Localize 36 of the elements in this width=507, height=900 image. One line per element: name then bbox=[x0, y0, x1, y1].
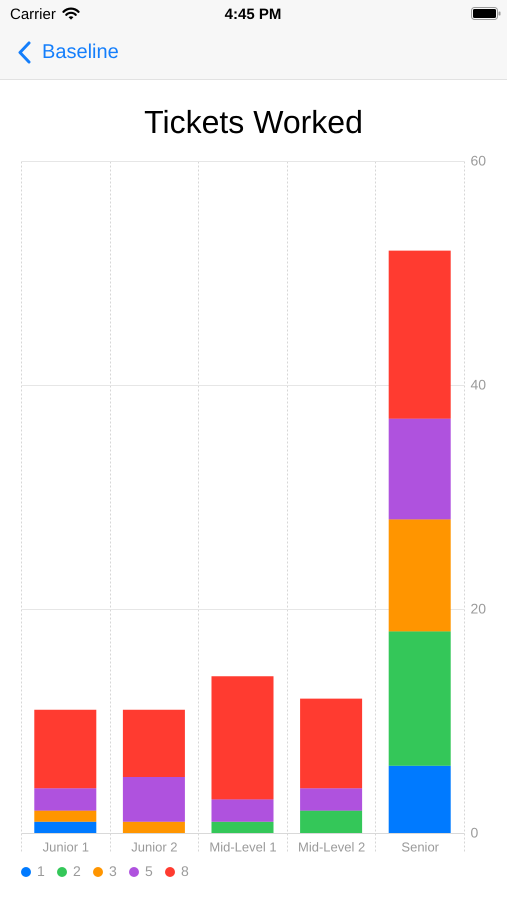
legend-label: 1 bbox=[37, 863, 45, 879]
bar bbox=[300, 788, 362, 811]
text: Baseline bbox=[42, 41, 119, 63]
bar bbox=[34, 810, 96, 822]
bar bbox=[388, 418, 451, 520]
text: Carrier bbox=[10, 6, 56, 23]
bar bbox=[34, 788, 96, 811]
bar bbox=[122, 777, 185, 822]
bar bbox=[211, 799, 274, 822]
bar bbox=[300, 810, 362, 833]
bar bbox=[34, 822, 96, 833]
legend-label: 3 bbox=[109, 863, 117, 879]
bar bbox=[300, 698, 362, 788]
y-tick-label: 0 bbox=[470, 824, 478, 840]
x-tick-label: Junior 1 bbox=[42, 840, 89, 854]
bar bbox=[388, 250, 451, 419]
bar bbox=[122, 822, 185, 833]
bar bbox=[388, 519, 451, 632]
legend-label: 2 bbox=[73, 863, 81, 879]
bar bbox=[211, 676, 274, 800]
legend-label: 5 bbox=[145, 863, 153, 879]
x-tick-label: Senior bbox=[401, 840, 440, 854]
bar bbox=[122, 710, 185, 777]
x-tick-label: Junior 2 bbox=[131, 840, 178, 854]
text: 4:45 PM bbox=[224, 6, 282, 23]
bar bbox=[388, 766, 451, 833]
legend-label: 8 bbox=[181, 863, 189, 879]
bar bbox=[211, 822, 274, 833]
x-tick-label: Mid-Level 2 bbox=[298, 840, 366, 854]
bar bbox=[34, 710, 96, 788]
y-tick-label: 40 bbox=[470, 376, 486, 392]
y-tick-label: 60 bbox=[470, 152, 486, 168]
chart-title: Tickets Worked bbox=[144, 104, 363, 140]
bar bbox=[388, 631, 451, 766]
y-tick-label: 20 bbox=[470, 600, 486, 616]
x-tick-label: Mid-Level 1 bbox=[209, 840, 277, 854]
